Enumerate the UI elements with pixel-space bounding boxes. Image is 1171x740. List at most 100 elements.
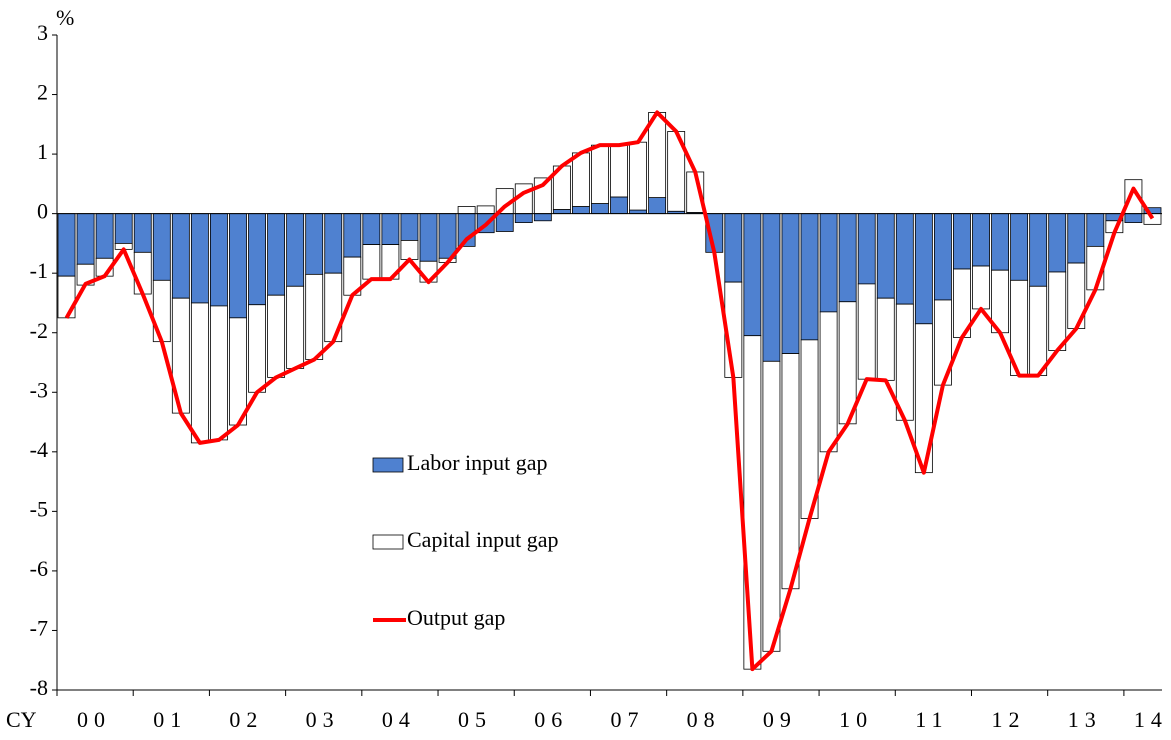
bar bbox=[229, 213, 247, 319]
x-tick-label: 04 bbox=[382, 707, 416, 732]
bar bbox=[400, 240, 419, 260]
bar bbox=[914, 213, 933, 325]
bar bbox=[533, 213, 552, 222]
bar bbox=[876, 297, 895, 381]
x-tick-label: 12 bbox=[991, 707, 1025, 732]
bar bbox=[171, 213, 190, 299]
y-tick-label: -2 bbox=[30, 318, 48, 343]
x-tick-label: 10 bbox=[839, 707, 873, 732]
bar bbox=[248, 304, 266, 393]
x-tick-label: 02 bbox=[229, 707, 263, 732]
bar bbox=[972, 265, 990, 310]
bar bbox=[781, 213, 800, 354]
x-tick-label: 03 bbox=[306, 707, 340, 732]
y-tick-label: -3 bbox=[30, 377, 48, 402]
legend-label: Labor input gap bbox=[407, 450, 548, 475]
bar bbox=[1048, 271, 1067, 351]
bar bbox=[1029, 213, 1048, 287]
bar bbox=[629, 209, 648, 215]
bar bbox=[762, 360, 781, 652]
bar bbox=[610, 196, 628, 215]
bar bbox=[419, 213, 438, 262]
bar bbox=[229, 317, 247, 426]
bar bbox=[591, 144, 609, 204]
bar bbox=[571, 206, 590, 215]
bar bbox=[953, 213, 971, 270]
bar bbox=[457, 206, 476, 215]
bar bbox=[324, 213, 343, 274]
bar bbox=[305, 273, 324, 360]
bar bbox=[857, 213, 876, 285]
bar bbox=[1086, 213, 1105, 247]
bar bbox=[819, 311, 838, 453]
y-tick-label: -1 bbox=[30, 258, 48, 283]
bar bbox=[57, 213, 76, 277]
x-tick-label: 00 bbox=[77, 707, 111, 732]
bar bbox=[152, 279, 171, 343]
bar bbox=[286, 213, 305, 287]
bar bbox=[724, 213, 743, 283]
bar bbox=[1067, 213, 1086, 264]
bar bbox=[1124, 213, 1143, 223]
bar bbox=[190, 213, 209, 304]
bar bbox=[895, 303, 914, 421]
x-tick-label: 08 bbox=[687, 707, 721, 732]
x-tick-label: 13 bbox=[1068, 707, 1102, 732]
bar bbox=[114, 213, 133, 244]
legend-swatch bbox=[372, 457, 404, 473]
y-tick-label: 0 bbox=[37, 199, 48, 224]
bar bbox=[419, 260, 438, 283]
bar bbox=[781, 353, 800, 590]
bar bbox=[267, 213, 286, 296]
y-tick-label: -7 bbox=[30, 616, 48, 641]
bar bbox=[438, 213, 457, 259]
bar bbox=[991, 213, 1009, 271]
bar bbox=[133, 251, 152, 295]
bar bbox=[819, 213, 838, 313]
bar bbox=[210, 305, 228, 441]
bar bbox=[648, 197, 667, 215]
y-axis-label: % bbox=[56, 5, 74, 30]
bar bbox=[190, 302, 209, 444]
bar bbox=[495, 213, 514, 232]
bar bbox=[972, 213, 990, 267]
y-tick-label: 3 bbox=[37, 20, 48, 45]
bar bbox=[552, 209, 571, 215]
bar bbox=[152, 213, 171, 281]
bar bbox=[95, 213, 114, 259]
bar bbox=[343, 213, 362, 258]
legend-label: Capital input gap bbox=[407, 527, 559, 552]
bar bbox=[133, 213, 152, 253]
x-tick-label: 11 bbox=[915, 707, 948, 732]
bar bbox=[57, 275, 76, 319]
bar bbox=[629, 141, 648, 211]
bar bbox=[571, 152, 590, 207]
bar bbox=[400, 213, 419, 241]
bar bbox=[248, 213, 266, 306]
bar bbox=[362, 213, 381, 246]
bar bbox=[1010, 213, 1029, 281]
bar bbox=[76, 213, 95, 265]
bar bbox=[381, 213, 400, 246]
bar bbox=[591, 203, 609, 215]
y-tick-label: 1 bbox=[37, 139, 48, 164]
bar bbox=[838, 213, 857, 303]
y-tick-label: -6 bbox=[30, 556, 48, 581]
bar bbox=[305, 213, 324, 275]
bar bbox=[857, 283, 876, 380]
bar bbox=[610, 144, 628, 198]
y-tick-label: -4 bbox=[30, 437, 48, 462]
x-tick-label: 01 bbox=[153, 707, 187, 732]
x-tick-label: 07 bbox=[610, 707, 644, 732]
bar bbox=[762, 213, 781, 362]
bar bbox=[1029, 285, 1048, 377]
x-tick-label: 05 bbox=[458, 707, 492, 732]
x-tick-label: 14 bbox=[1134, 707, 1168, 732]
bar bbox=[895, 213, 914, 305]
x-tick-label: 09 bbox=[763, 707, 797, 732]
y-tick-label: -5 bbox=[30, 496, 48, 521]
bar bbox=[476, 205, 495, 215]
bar bbox=[876, 213, 895, 299]
bar bbox=[743, 335, 762, 670]
